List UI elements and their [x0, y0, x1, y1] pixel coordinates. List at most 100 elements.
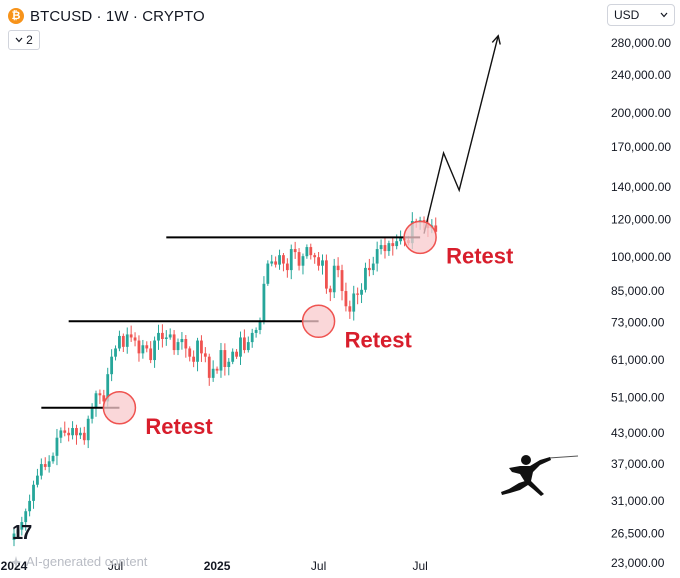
- candle-body: [78, 432, 82, 436]
- candle: [141, 339, 145, 359]
- candle: [262, 276, 266, 325]
- candle-body: [317, 257, 320, 266]
- candle-body: [137, 340, 141, 354]
- retest-circle: [102, 391, 137, 425]
- price-tick-label: 31,000.00: [611, 494, 665, 508]
- candle: [344, 282, 348, 312]
- candle: [340, 264, 344, 301]
- candle: [336, 257, 340, 278]
- candle: [86, 415, 90, 449]
- candle: [270, 254, 274, 267]
- projection-path: [423, 35, 499, 234]
- candle-body: [297, 252, 301, 266]
- candle-body: [270, 261, 274, 264]
- candle: [235, 349, 238, 359]
- indicator-count: 2: [26, 33, 33, 47]
- candle: [379, 239, 383, 255]
- candle: [364, 262, 367, 293]
- candle-body: [125, 334, 129, 347]
- candle-body: [12, 533, 16, 540]
- price-tick-label: 43,000.00: [611, 426, 665, 440]
- price-tick-label: 85,000.00: [611, 284, 665, 298]
- candle-body: [180, 338, 184, 343]
- symbol-header[interactable]: ₿ BTCUSD · 1W · CRYPTO: [8, 6, 205, 26]
- candle: [129, 325, 133, 342]
- candle: [387, 240, 391, 256]
- candle: [16, 526, 20, 538]
- candle: [321, 254, 324, 275]
- candle: [192, 350, 196, 368]
- candle-body: [371, 263, 375, 271]
- projection-arrowhead: [491, 34, 501, 45]
- candle-body: [348, 306, 352, 312]
- candle-body: [176, 342, 180, 351]
- candle-body: [285, 263, 289, 271]
- candle-body: [43, 464, 47, 467]
- retest-label: Retest: [446, 243, 514, 268]
- candle-body: [63, 430, 67, 433]
- candle: [289, 244, 293, 280]
- currency-select[interactable]: USD: [607, 4, 675, 26]
- candle-body: [149, 348, 153, 361]
- candle-body: [133, 337, 137, 341]
- candle-body: [379, 245, 383, 250]
- candle-body: [340, 270, 344, 292]
- candle: [39, 458, 43, 480]
- candle-body: [321, 260, 324, 266]
- candle-body: [328, 288, 332, 293]
- time-axis: 2024 Jul 2025 Jul Jul: [1, 559, 428, 573]
- retest-circle: [403, 220, 437, 255]
- candle-body: [184, 338, 188, 349]
- price-tick-label: 200,000.00: [611, 106, 671, 120]
- candle-body: [118, 335, 121, 349]
- candle-body: [332, 265, 336, 293]
- candle-body: [313, 255, 317, 258]
- candle-body: [242, 337, 246, 351]
- candle-body: [399, 237, 402, 242]
- candle: [227, 358, 231, 376]
- price-tick-label: 100,000.00: [611, 250, 671, 264]
- price-tick-label: 61,000.00: [611, 353, 665, 367]
- candle-body: [172, 334, 176, 351]
- candle-body: [86, 418, 90, 441]
- candle-body: [434, 225, 438, 232]
- candle-body: [188, 348, 192, 357]
- candle-body: [301, 256, 305, 266]
- candle-body: [367, 267, 371, 271]
- time-tick-label: 2025: [204, 559, 231, 573]
- candle: [157, 324, 160, 350]
- candle-body: [59, 430, 63, 438]
- candle: [325, 254, 328, 294]
- candle: [12, 527, 16, 547]
- candle: [207, 353, 211, 386]
- candle: [211, 360, 215, 382]
- candle: [110, 349, 114, 382]
- candle-body: [157, 332, 160, 341]
- collapse-indicators-button[interactable]: 2: [8, 30, 40, 50]
- retest-label: Retest: [145, 414, 213, 439]
- candle: [20, 516, 24, 536]
- candle: [176, 338, 180, 356]
- candle-body: [110, 356, 114, 375]
- candle-body: [51, 455, 55, 462]
- candle-body: [153, 340, 156, 361]
- candle-body: [20, 522, 24, 530]
- candle-body: [47, 461, 51, 467]
- price-tick-label: 170,000.00: [611, 140, 671, 154]
- candle: [125, 327, 129, 354]
- price-tick-label: 240,000.00: [611, 68, 671, 82]
- candle: [309, 243, 313, 260]
- candle-body: [207, 356, 211, 378]
- candle-body: [160, 332, 164, 339]
- candle-body: [282, 255, 285, 264]
- candle-body: [274, 261, 278, 265]
- candle-body: [235, 351, 238, 357]
- candle-body: [395, 241, 399, 247]
- candle: [282, 253, 285, 272]
- price-tick-label: 280,000.00: [611, 36, 671, 50]
- price-axis: 280,000.00 240,000.00 200,000.00 170,000.00…: [611, 36, 671, 570]
- candle-body: [227, 361, 231, 367]
- chevron-down-icon: [15, 37, 23, 43]
- candle: [254, 327, 258, 338]
